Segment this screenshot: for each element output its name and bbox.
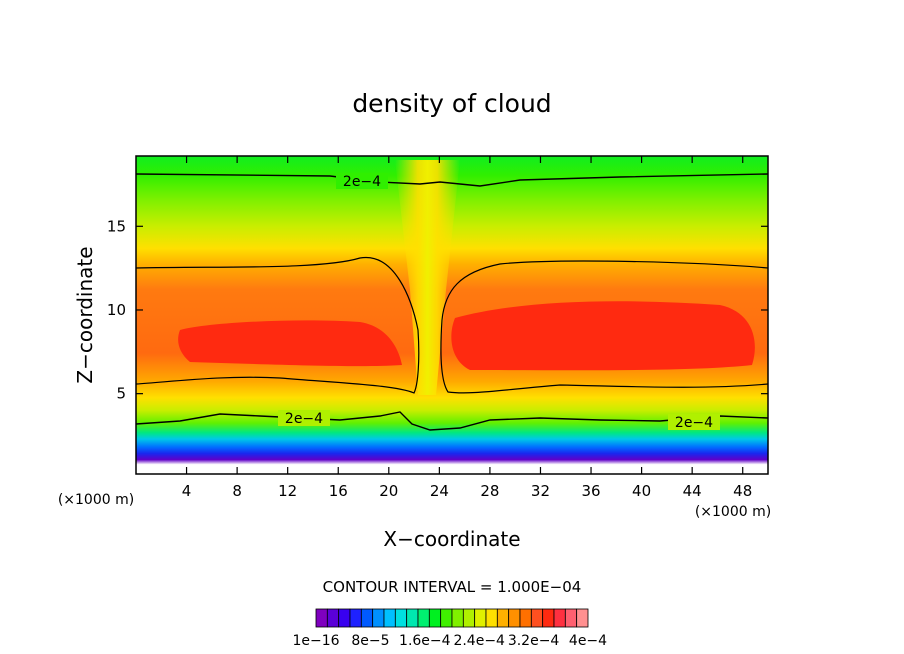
contour-label-lower-left: 2e−4 <box>285 411 323 427</box>
colorbar-cell <box>326 608 340 628</box>
colorbar-cell <box>576 608 589 628</box>
colorbar-label: 4e−4 <box>569 633 607 649</box>
contour-field <box>136 156 768 474</box>
colorbar-label: 8e−5 <box>351 633 389 649</box>
x-axis-label: X−coordinate <box>383 527 520 551</box>
cloud-core-right <box>451 301 755 371</box>
colorbar-cell <box>508 608 521 628</box>
x-tick-label: 24 <box>430 482 449 500</box>
x-unit-right: (×1000 m) <box>695 504 771 520</box>
colorbar-cell <box>451 608 464 628</box>
colorbar-label: 2.4e−4 <box>453 633 505 649</box>
updraft-plume <box>395 160 460 395</box>
x-tick-label: 28 <box>480 482 499 500</box>
colorbar-label: 1.6e−4 <box>399 633 451 649</box>
colorbar-cell <box>440 608 453 628</box>
contour-label-lower-right: 2e−4 <box>675 415 713 431</box>
x-tick-label: 20 <box>379 482 398 500</box>
colorbar-label: 3.2e−4 <box>508 633 560 649</box>
contour-interval-text: CONTOUR INTERVAL = 1.000E−04 <box>323 578 582 596</box>
plot-frame <box>135 155 769 475</box>
colorbar-cell <box>360 608 374 628</box>
colorbar-cell <box>338 608 351 628</box>
x-tick-label: 48 <box>733 482 752 500</box>
colorbar-labels: 1e−16 8e−5 1.6e−4 2.4e−4 3.2e−4 4e−4 <box>292 633 607 649</box>
colorbar <box>315 608 589 628</box>
x-tick-label: 32 <box>531 482 550 500</box>
colorbar-cell <box>542 608 555 628</box>
colorbar-cell <box>462 608 476 628</box>
colorbar-cell <box>530 608 544 628</box>
contour-labels: 2e−4 2e−4 2e−4 <box>278 173 720 431</box>
colorbar-cell <box>417 608 430 628</box>
y-tick-label: 10 <box>107 301 126 319</box>
colorbar-cell <box>485 608 498 628</box>
colorbar-label: 1e−16 <box>292 633 339 649</box>
colorbar-cell <box>372 608 385 628</box>
x-tick-label: 44 <box>683 482 702 500</box>
colorbar-cell <box>474 608 487 628</box>
cloud-core-left <box>178 320 402 367</box>
cloud-edge-right <box>440 260 768 394</box>
y-axis-ticks: 5 10 15 <box>107 217 768 403</box>
colorbar-cell <box>406 608 419 628</box>
colorbar-cell <box>553 608 566 628</box>
x-unit-left: (×1000 m) <box>58 492 134 508</box>
x-axis-ticks: 4 8 12 16 20 24 28 32 36 40 44 48 <box>182 156 752 500</box>
colorbar-cell <box>519 608 532 628</box>
colorbar-cell <box>564 608 578 628</box>
x-tick-label: 36 <box>581 482 600 500</box>
y-axis-label: Z−coordinate <box>73 246 97 383</box>
x-tick-label: 40 <box>632 482 651 500</box>
colorbar-cell <box>315 608 328 628</box>
contour-lower <box>136 411 768 431</box>
colorbar-cell <box>349 608 362 628</box>
contour-label-upper: 2e−4 <box>343 174 381 190</box>
colorbar-cell <box>383 608 396 628</box>
colorbar-cell <box>394 608 408 628</box>
cloud-edge-left <box>136 257 420 394</box>
colorbar-cell <box>496 608 510 628</box>
y-tick-label: 5 <box>116 385 126 403</box>
y-tick-label: 15 <box>107 217 126 235</box>
x-tick-label: 8 <box>232 482 242 500</box>
x-tick-label: 12 <box>278 482 297 500</box>
x-tick-label: 4 <box>182 482 192 500</box>
x-tick-label: 16 <box>329 482 348 500</box>
chart-title: density of cloud <box>352 89 551 118</box>
colorbar-cell <box>428 608 442 628</box>
